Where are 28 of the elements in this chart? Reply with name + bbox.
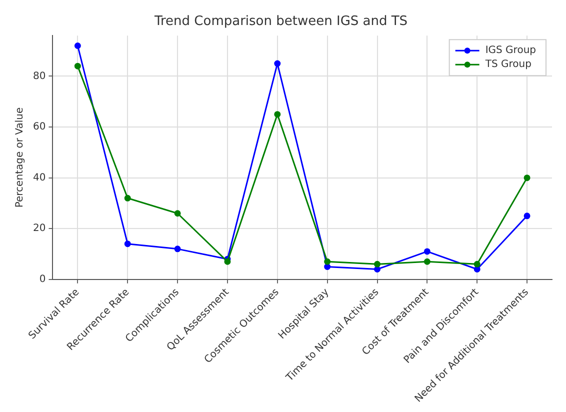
point <box>324 258 331 265</box>
point <box>124 194 131 202</box>
y-tick-label: 80 <box>32 70 46 82</box>
legend-label: IGS Group <box>485 45 536 56</box>
point <box>274 111 281 118</box>
point <box>524 212 530 220</box>
point <box>424 248 430 255</box>
point <box>424 258 430 265</box>
point <box>324 263 331 270</box>
y-tick-label: 40 <box>32 172 46 184</box>
legend-label: TS Group <box>484 59 532 70</box>
y-tick-label: 20 <box>32 223 46 234</box>
point <box>74 62 81 70</box>
point <box>474 260 480 268</box>
y-axis-title: Percentage or Value <box>14 107 26 208</box>
point <box>174 246 181 252</box>
y-tick-label: 60 <box>32 122 46 133</box>
point <box>124 240 131 248</box>
point <box>524 174 530 182</box>
point <box>474 266 480 272</box>
point <box>374 266 381 272</box>
chart-title: Trend Comparison between IGS and TS <box>153 14 408 30</box>
point <box>274 60 281 67</box>
point <box>374 260 381 268</box>
point <box>74 42 81 50</box>
point <box>224 258 231 265</box>
point <box>174 210 181 217</box>
y-tick-label: 0 <box>39 274 46 286</box>
